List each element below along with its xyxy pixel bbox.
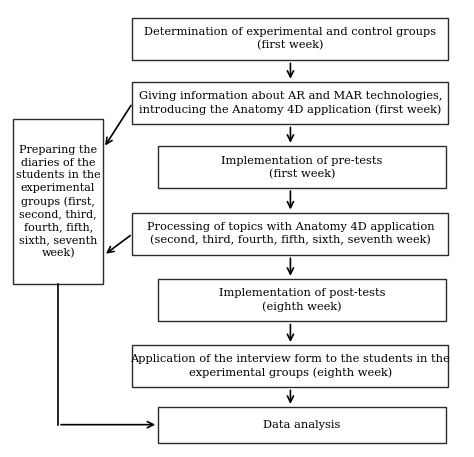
Text: Giving information about AR and MAR technologies,
introducing the Anatomy 4D app: Giving information about AR and MAR tech… (139, 91, 442, 115)
Text: Preparing the
diaries of the
students in the
experimental
groups (first,
second,: Preparing the diaries of the students in… (16, 145, 100, 258)
FancyBboxPatch shape (132, 18, 448, 60)
Text: Application of the interview form to the students in the
experimental groups (ei: Application of the interview form to the… (130, 354, 450, 378)
FancyBboxPatch shape (132, 82, 448, 124)
FancyBboxPatch shape (13, 119, 103, 284)
Text: Processing of topics with Anatomy 4D application
(second, third, fourth, fifth, : Processing of topics with Anatomy 4D app… (146, 222, 434, 245)
FancyBboxPatch shape (158, 407, 446, 442)
Text: Implementation of post-tests
(eighth week): Implementation of post-tests (eighth wee… (219, 288, 385, 312)
Text: Implementation of pre-tests
(first week): Implementation of pre-tests (first week) (221, 155, 383, 179)
FancyBboxPatch shape (158, 146, 446, 188)
Text: Data analysis: Data analysis (264, 420, 341, 430)
FancyBboxPatch shape (158, 279, 446, 321)
Text: Determination of experimental and control groups
(first week): Determination of experimental and contro… (145, 27, 437, 51)
FancyBboxPatch shape (132, 213, 448, 255)
FancyBboxPatch shape (132, 345, 448, 387)
